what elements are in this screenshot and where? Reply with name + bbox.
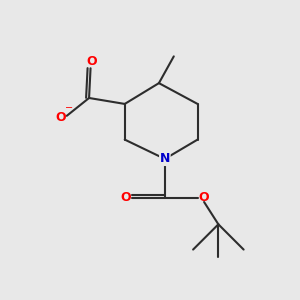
Text: O: O (120, 191, 131, 204)
Text: O: O (87, 55, 98, 68)
Text: O: O (199, 191, 209, 204)
Text: O: O (55, 111, 66, 124)
Text: −: − (65, 103, 73, 113)
Text: N: N (160, 152, 170, 165)
